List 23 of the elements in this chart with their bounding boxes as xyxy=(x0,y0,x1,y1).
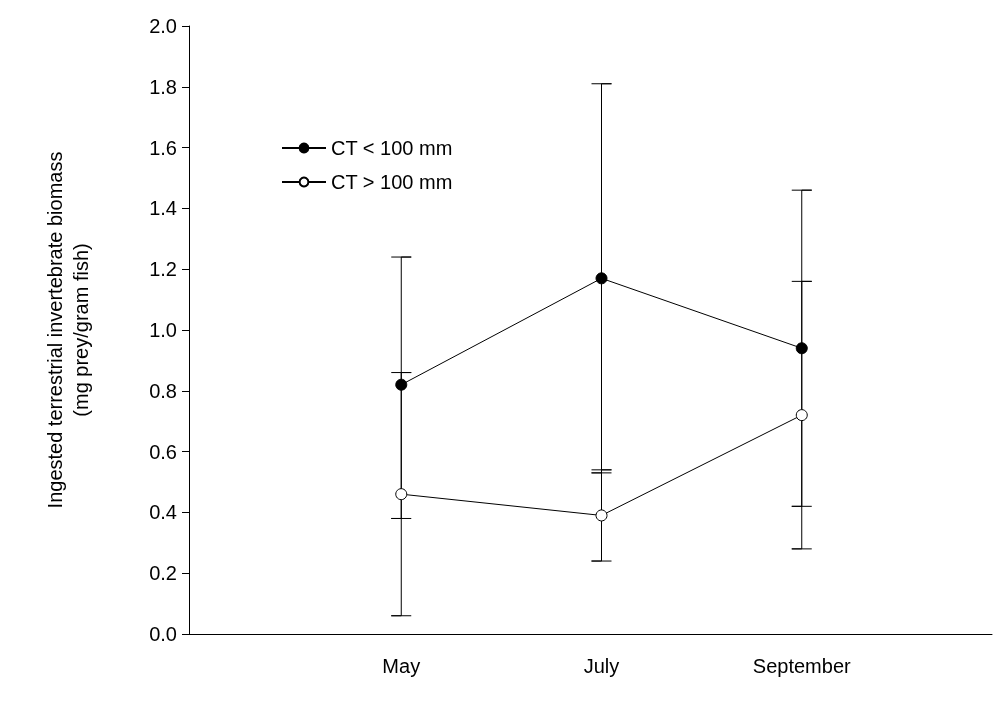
y-tick-label: 1.4 xyxy=(149,197,177,220)
point xyxy=(595,272,608,285)
y-tick-label: 0.0 xyxy=(149,623,177,645)
y-axis-title: Ingested terrestrial invertebrate biomass (mg prey/gram fish) xyxy=(44,151,92,509)
y-tick-label: 2.0 xyxy=(149,15,177,37)
y-tick-label: 0.2 xyxy=(149,562,177,585)
y-tick-label: 1.2 xyxy=(149,258,177,281)
x-tick-label: July xyxy=(583,655,620,677)
y-tick-label: 0.4 xyxy=(149,501,177,524)
y-tick-label: 0.8 xyxy=(149,379,177,402)
y-tick-label: 1.8 xyxy=(149,75,177,98)
legend-label: CT < 100 mm xyxy=(331,137,453,159)
legend-label: CT > 100 mm xyxy=(331,171,453,193)
point xyxy=(395,378,408,391)
y-tick-label: 0.6 xyxy=(149,440,177,463)
point xyxy=(395,488,408,501)
point xyxy=(795,342,808,355)
x-tick-label: September xyxy=(752,655,852,677)
point xyxy=(795,409,808,422)
point xyxy=(595,509,608,522)
x-tick-label: May xyxy=(382,655,421,677)
y-tick-label: 1.6 xyxy=(149,136,177,159)
y-tick-label: 1.0 xyxy=(149,319,177,341)
